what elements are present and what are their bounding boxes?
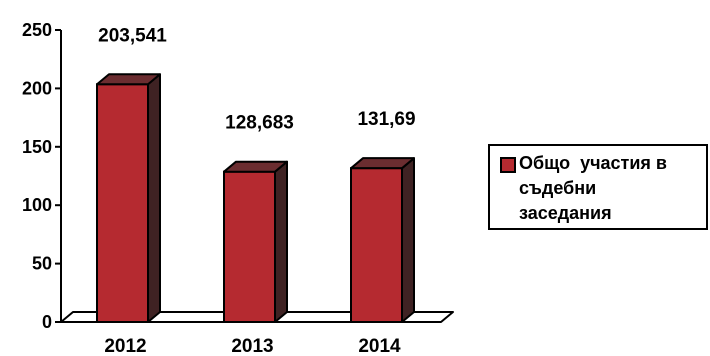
x-tick-label: 2013 (231, 336, 273, 356)
x-tick-label: 2012 (104, 336, 146, 356)
y-tick-label: 250 (22, 20, 52, 40)
x-tick-label: 2014 (358, 336, 401, 356)
bar-front (350, 167, 403, 323)
bar-top (350, 157, 415, 170)
bar-front (223, 170, 276, 323)
y-tick-label: 50 (32, 254, 52, 274)
legend-label: Общо участия в съдебни заседания (519, 153, 667, 223)
chart-labels: 203,541 2012 128,683 2013 131,69 2014 (98, 25, 415, 356)
y-tick-label: 0 (42, 312, 52, 332)
bar-side (401, 157, 415, 323)
legend: Общо участия в съдебни заседания (488, 144, 708, 230)
legend-swatch (500, 157, 516, 173)
chart-bars (96, 73, 415, 323)
bar (96, 73, 161, 323)
bar (223, 160, 288, 323)
bar-side (274, 160, 288, 323)
bar-top (96, 73, 161, 86)
data-label: 128,683 (225, 113, 294, 134)
bar-top (223, 160, 288, 173)
y-tick-label: 100 (22, 195, 52, 215)
bar-front (96, 83, 149, 323)
data-label: 131,69 (357, 109, 415, 130)
y-tick-label: 150 (22, 137, 52, 157)
y-tick-label: 200 (22, 78, 52, 98)
bar (350, 157, 415, 323)
data-label: 203,541 (98, 25, 167, 46)
bar-side (147, 73, 161, 323)
